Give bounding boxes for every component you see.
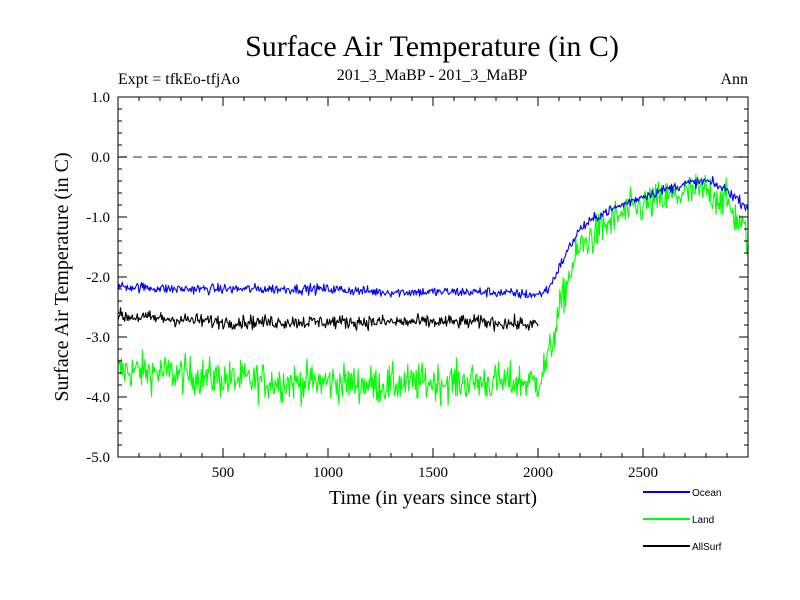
y-tick-label: 0.0	[91, 150, 110, 166]
x-tick-label: 1000	[313, 465, 343, 481]
y-tick-label: -1.0	[86, 210, 110, 226]
series-line-land	[117, 173, 749, 407]
y-tick-label: -3.0	[86, 330, 110, 346]
legend-label-ocean: Ocean	[692, 488, 721, 499]
plot-frame	[117, 96, 749, 458]
y-tick-label: -2.0	[86, 270, 110, 286]
chart-title: Surface Air Temperature (in C)	[245, 30, 619, 63]
y-axis-label: Surface Air Temperature (in C)	[51, 152, 73, 401]
x-tick-label: 500	[212, 465, 235, 481]
legend-label-land: Land	[692, 515, 714, 526]
x-tick-label: 2000	[523, 465, 553, 481]
y-tick-label: 1.0	[91, 90, 110, 106]
x-axis-label: Time (in years since start)	[329, 487, 537, 509]
x-tick-label: 2500	[628, 465, 658, 481]
legend-label-allsurf: AllSurf	[692, 542, 722, 553]
data-series-group	[117, 156, 749, 407]
season-label: Ann	[720, 71, 748, 88]
series-line-ocean	[117, 176, 749, 299]
series-line-allsurf	[117, 307, 539, 332]
y-tick-label: -5.0	[86, 450, 110, 466]
period-label: 201_3_MaBP - 201_3_MaBP	[337, 67, 528, 84]
experiment-label: Expt = tfkEo-tfjAo	[118, 71, 240, 88]
x-tick-label: 1500	[418, 465, 448, 481]
y-tick-label: -4.0	[86, 390, 110, 406]
legend: Ocean Land AllSurf	[643, 488, 722, 553]
